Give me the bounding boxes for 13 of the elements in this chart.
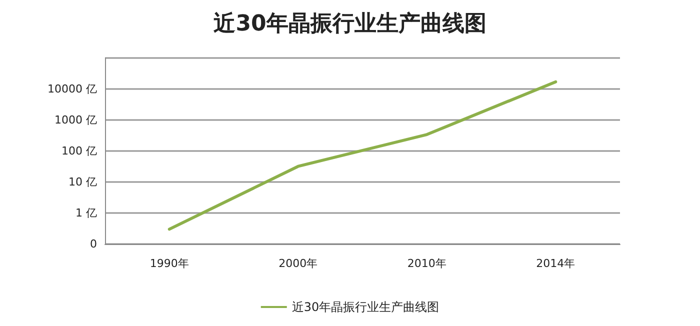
y-tick-label: 10 亿 (68, 176, 97, 188)
legend-label: 近30年晶振行业生产曲线图 (292, 300, 440, 314)
x-tick-label: 1990年 (150, 257, 189, 270)
line-series (168, 80, 558, 231)
chart-title: 近30年晶振行业生产曲线图 (212, 10, 486, 36)
y-tick-label: 0 (90, 238, 97, 250)
y-tick-label: 10000 亿 (48, 82, 97, 96)
y-tick-label: 100 亿 (62, 144, 97, 158)
x-tick-label: 2014年 (536, 257, 576, 270)
x-tick-label: 2010年 (407, 257, 446, 270)
x-tick-label: 2000年 (278, 257, 318, 270)
y-tick-label: 1 亿 (76, 206, 97, 220)
y-tick-label: 1000 亿 (54, 114, 97, 126)
